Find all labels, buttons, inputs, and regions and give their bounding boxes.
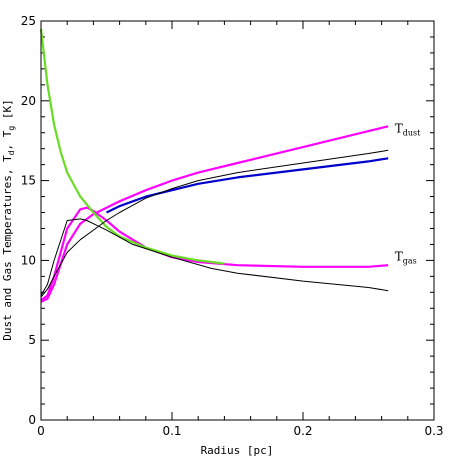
plot-frame (40, 20, 435, 421)
annotations: Tdust Tgas (395, 122, 421, 266)
y-axis-label-main: Dust and Gas Temperatures, T (1, 155, 14, 341)
x-axis-label: Radius [pc] (201, 444, 274, 457)
x-tick-label: 0.2 (293, 424, 312, 438)
x-tick-label: 0.3 (424, 424, 443, 438)
y-axis-label: Dust and Gas Temperatures, Td, Tg [K] (1, 99, 16, 340)
y-tick-label: 5 (28, 333, 36, 347)
y-tick-label: 20 (21, 94, 36, 108)
y-axis-label-sep: , T (1, 130, 14, 150)
series-line-1 (40, 125, 389, 303)
y-axis-label-unit: [K] (1, 99, 14, 126)
x-tick-label: 0 (37, 424, 45, 438)
x-tick-label: 0.1 (162, 424, 181, 438)
y-axis-label-sub1: d (7, 150, 16, 155)
annotation-2: Tgas (395, 249, 417, 265)
y-tick-label: 15 (21, 174, 36, 188)
y-tick-label: 10 (21, 253, 36, 267)
y-tick-label: 0 (28, 413, 36, 427)
y-tick-label: 25 (21, 14, 36, 28)
y-axis-label-sub2: g (7, 126, 16, 131)
series-line-6 (40, 218, 389, 296)
series-line-5 (40, 149, 389, 298)
series-line-3 (40, 206, 389, 302)
series-line-2 (106, 157, 389, 214)
tick-labels: 0 0.1 0.2 0.3 0 5 10 15 20 25 (21, 14, 444, 438)
annotation-1: Tdust (395, 122, 421, 138)
series-lines (39, 28, 389, 303)
series-line-4 (39, 28, 225, 265)
